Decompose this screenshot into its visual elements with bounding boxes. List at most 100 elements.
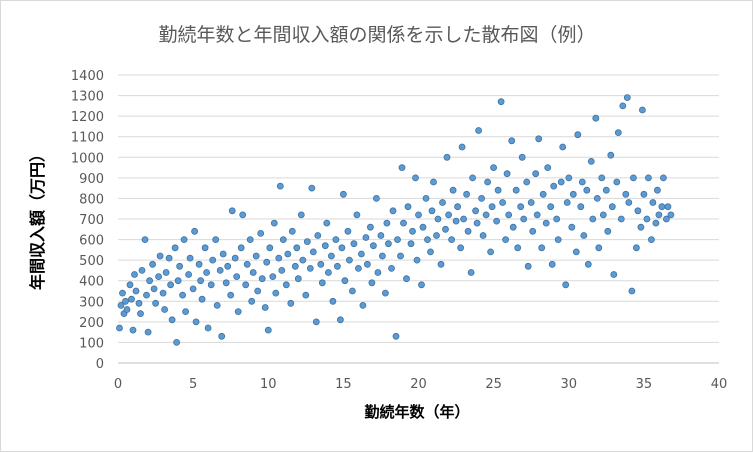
data-point (578, 178, 586, 186)
data-point (312, 318, 320, 326)
data-point (143, 291, 150, 299)
data-point (128, 295, 135, 303)
data-point (132, 287, 140, 295)
data-point (329, 297, 337, 305)
data-point (449, 186, 457, 194)
data-point (427, 248, 434, 256)
y-tick-label: 900 (79, 172, 104, 187)
data-point (303, 238, 311, 246)
data-point (563, 199, 571, 206)
data-point (299, 256, 307, 264)
x-tick-label: 0 (114, 377, 122, 392)
data-point (150, 285, 158, 293)
data-point (287, 299, 295, 307)
data-point (469, 174, 477, 182)
data-point (173, 338, 181, 346)
data-point (116, 324, 123, 332)
data-point (141, 236, 149, 244)
data-point (293, 244, 301, 252)
data-point (174, 277, 182, 285)
data-point (317, 260, 325, 268)
data-point (248, 297, 256, 305)
data-point (583, 186, 591, 194)
data-point (602, 186, 610, 194)
data-point (514, 244, 522, 252)
data-point (479, 232, 487, 239)
data-point (339, 190, 347, 198)
y-axis-ticks: 0 100 200 300 400 500 600 700 800 900 1000 1100 1200… (71, 69, 104, 372)
data-point (532, 170, 540, 178)
data-point (266, 244, 274, 252)
data-point (341, 277, 349, 285)
data-point (381, 289, 389, 297)
x-axis-ticks: 0 5 10 15 20 25 30 35 40 (114, 377, 727, 392)
data-point (394, 236, 401, 244)
data-point (252, 252, 260, 260)
data-point (640, 190, 648, 198)
data-point (242, 281, 250, 289)
data-point (569, 190, 577, 198)
data-point (654, 186, 661, 194)
data-point (648, 236, 655, 244)
data-point (149, 260, 157, 268)
x-tick-label: 35 (636, 377, 653, 392)
data-point (437, 260, 445, 268)
data-point (634, 207, 642, 215)
data-point (533, 211, 541, 219)
data-point (204, 324, 212, 332)
data-point (539, 190, 547, 198)
data-point (482, 211, 490, 219)
data-point (282, 281, 290, 289)
gridlines (118, 74, 719, 343)
data-point (152, 299, 160, 307)
data-point (463, 190, 471, 198)
data-point (278, 266, 286, 274)
data-point (517, 203, 525, 211)
data-point (359, 301, 367, 309)
data-point (269, 273, 277, 281)
data-point (237, 244, 245, 252)
data-point (637, 223, 645, 231)
data-point (276, 182, 284, 190)
data-point (424, 236, 431, 244)
data-point (321, 242, 329, 250)
data-point (333, 262, 341, 270)
data-point (658, 203, 666, 211)
data-point (499, 199, 507, 206)
data-point (246, 236, 254, 244)
data-point (643, 215, 651, 223)
y-tick-label: 800 (79, 192, 104, 207)
data-point (182, 308, 190, 316)
y-tick-label: 1300 (71, 90, 104, 105)
data-point (126, 281, 134, 289)
data-point (291, 262, 299, 270)
data-point (568, 223, 576, 231)
data-point (559, 143, 567, 151)
data-point (354, 264, 362, 272)
data-point (168, 316, 176, 324)
data-point (505, 211, 513, 219)
data-point (664, 203, 672, 211)
data-point (369, 242, 377, 250)
data-point (198, 295, 206, 303)
data-point (527, 199, 535, 206)
data-point (467, 269, 475, 276)
data-point (135, 299, 143, 307)
chart-title: 勤続年数と年間収入額の関係を示した散布図（例） (158, 24, 595, 46)
data-point (353, 211, 361, 219)
data-point (254, 287, 262, 295)
data-point (508, 137, 516, 145)
data-point (439, 199, 446, 206)
data-point (397, 252, 404, 260)
data-point (652, 219, 660, 227)
data-point (403, 275, 410, 283)
data-point (179, 291, 187, 299)
data-point (473, 219, 481, 227)
data-point (523, 178, 531, 186)
data-point (377, 232, 385, 239)
data-point (137, 310, 144, 318)
data-point (374, 269, 382, 276)
data-point (460, 215, 468, 223)
data-point (502, 236, 510, 244)
x-tick-label: 25 (485, 377, 502, 392)
